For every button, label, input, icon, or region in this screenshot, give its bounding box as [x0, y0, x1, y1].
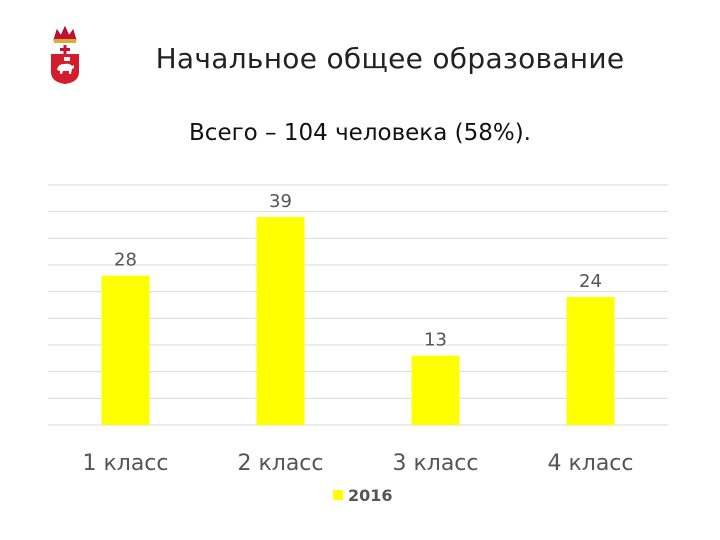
x-tick-label: 4 класс — [547, 451, 633, 476]
x-tick-label: 1 класс — [82, 451, 168, 476]
bar — [411, 355, 460, 425]
slide-title: Начальное общее образование — [155, 42, 625, 75]
bar — [566, 297, 615, 425]
legend-swatch — [333, 490, 343, 500]
bar — [256, 217, 305, 425]
bar — [101, 275, 150, 425]
coat-of-arms-icon — [51, 25, 79, 84]
slide-subtitle: Всего – 104 человека (58%). — [189, 120, 531, 146]
data-label: 28 — [114, 250, 137, 271]
data-label: 24 — [579, 271, 602, 292]
x-tick-label: 2 класс — [237, 451, 323, 476]
legend-label: 2016 — [348, 486, 393, 505]
data-label: 39 — [269, 191, 292, 212]
data-label: 13 — [424, 330, 447, 351]
x-tick-label: 3 класс — [392, 451, 478, 476]
